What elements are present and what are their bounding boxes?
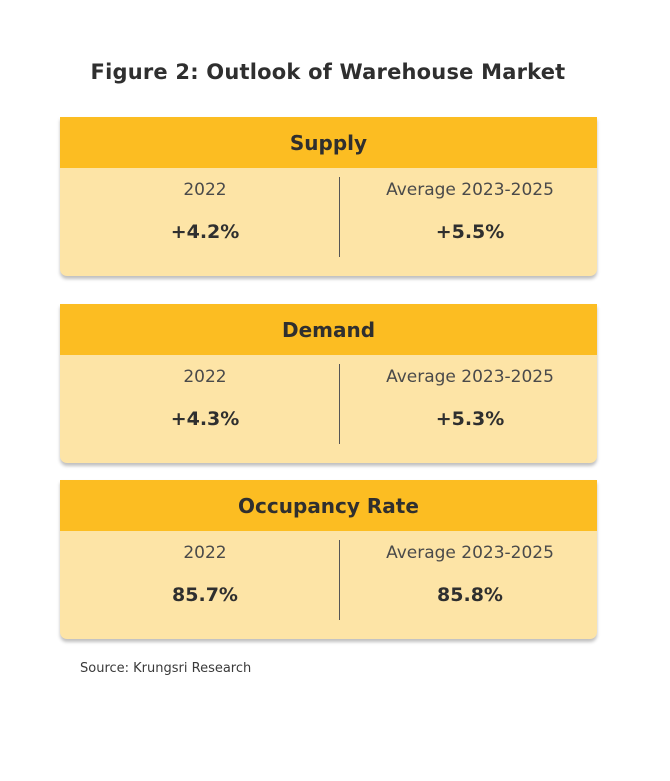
demand-average-value: +5.3% — [435, 408, 505, 430]
demand-body: 2022 +4.3% Average 2023-2025 +5.3% — [60, 355, 597, 463]
occupancy-2022-value: 85.7% — [172, 584, 238, 606]
occupancy-divider — [339, 540, 340, 620]
demand-2022-value: +4.3% — [170, 408, 240, 430]
occupancy-average-label: Average 2023-2025 — [386, 543, 554, 563]
demand-header: Demand — [60, 304, 597, 355]
demand-panel: Demand 2022 +4.3% Average 2023-2025 +5.3… — [60, 304, 597, 463]
occupancy-average-value: 85.8% — [437, 584, 503, 606]
occupancy-2022-label: 2022 — [183, 543, 227, 563]
supply-body: 2022 +4.2% Average 2023-2025 +5.5% — [60, 168, 597, 276]
occupancy-header: Occupancy Rate — [60, 480, 597, 531]
occupancy-panel: Occupancy Rate 2022 85.7% Average 2023-2… — [60, 480, 597, 639]
supply-average-label: Average 2023-2025 — [386, 180, 554, 200]
supply-header: Supply — [60, 117, 597, 168]
occupancy-body: 2022 85.7% Average 2023-2025 85.8% — [60, 531, 597, 639]
source-note: Source: Krungsri Research — [80, 661, 252, 676]
demand-divider — [339, 364, 340, 444]
supply-divider — [339, 177, 340, 257]
demand-average-label: Average 2023-2025 — [386, 367, 554, 387]
figure-title: Figure 2: Outlook of Warehouse Market — [90, 60, 566, 84]
demand-2022-label: 2022 — [183, 367, 227, 387]
supply-2022-label: 2022 — [183, 180, 227, 200]
supply-2022-value: +4.2% — [170, 221, 240, 243]
supply-panel: Supply 2022 +4.2% Average 2023-2025 +5.5… — [60, 117, 597, 276]
supply-average-value: +5.5% — [435, 221, 505, 243]
